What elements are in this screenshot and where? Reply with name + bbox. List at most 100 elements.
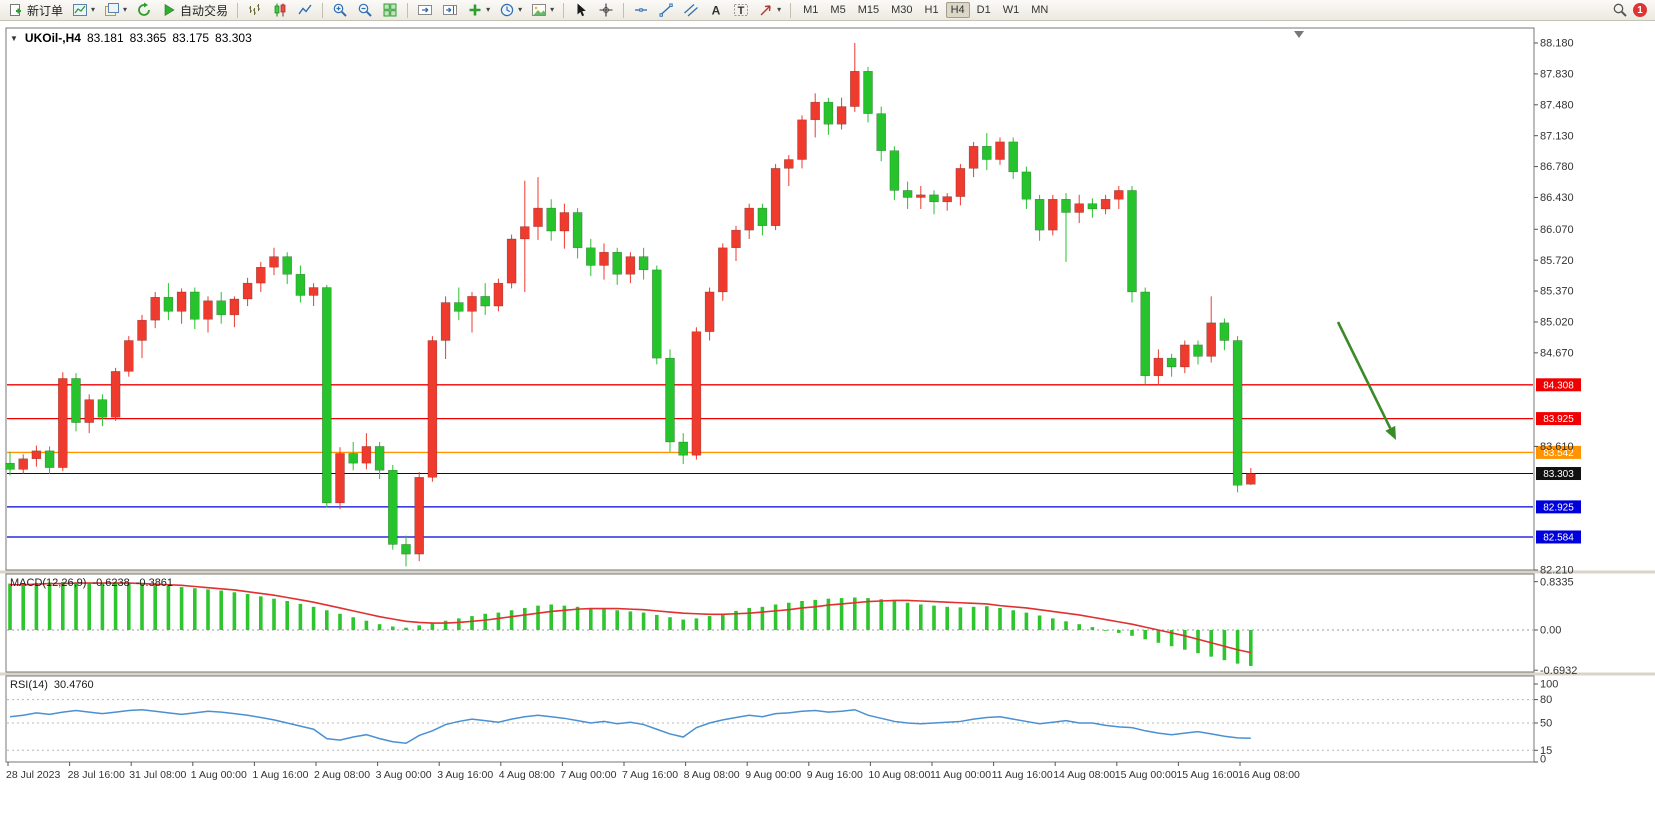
- timeframe-W1[interactable]: W1: [1002, 4, 1020, 16]
- candle-body: [1034, 198, 1045, 231]
- line-chart-button[interactable]: [293, 1, 317, 20]
- time-axis-label: 7 Aug 16:00: [622, 769, 678, 781]
- timeframe-H4[interactable]: H4: [945, 2, 970, 18]
- timeframe-D1[interactable]: D1: [976, 4, 991, 16]
- templates-button[interactable]: ▾: [527, 1, 558, 20]
- time-axis-label: 3 Aug 16:00: [437, 769, 493, 781]
- candle-body: [242, 282, 253, 300]
- bars-chart-button[interactable]: [243, 1, 267, 20]
- price-axis-label: 85.020: [1540, 317, 1574, 329]
- macd-histogram-bar: [747, 607, 751, 630]
- candle-body: [84, 399, 94, 423]
- macd-histogram-bar: [245, 594, 250, 630]
- horizontal-line-tool-button[interactable]: [629, 1, 653, 20]
- candle-body: [1193, 344, 1203, 357]
- time-axis-label: 16 Aug 08:00: [1238, 769, 1300, 781]
- macd-histogram-bar: [377, 624, 382, 630]
- candle-body: [110, 371, 121, 418]
- candles-chart-button[interactable]: [268, 1, 292, 20]
- candle-body: [586, 247, 596, 266]
- text-tool-button[interactable]: A: [704, 1, 728, 20]
- profiles-button[interactable]: ▾: [100, 1, 131, 20]
- cursor-tool-button[interactable]: [569, 1, 593, 20]
- zoom-out-button[interactable]: [353, 1, 377, 20]
- candle-body: [1074, 203, 1084, 213]
- timeframe-M30[interactable]: M30: [891, 4, 913, 16]
- toolbar-separator: [623, 2, 625, 18]
- rsi-axis-label: 15: [1540, 745, 1552, 757]
- crosshair-tool-button[interactable]: [594, 1, 618, 20]
- auto-scroll-button[interactable]: [413, 1, 437, 20]
- macd-histogram-bar: [1037, 615, 1042, 630]
- chart-shift-icon: [443, 5, 458, 15]
- zoom-in-button[interactable]: [328, 1, 352, 20]
- macd-histogram-bar: [1156, 630, 1161, 643]
- macd-histogram-bar: [179, 587, 184, 630]
- equidistant-channel-tool-button[interactable]: [679, 1, 703, 20]
- tile-windows-button[interactable]: [378, 1, 402, 20]
- add-indicator-icon: [469, 4, 481, 16]
- candle-body: [691, 331, 702, 456]
- macd-axis-label: 0.8335: [1540, 576, 1574, 588]
- chart-shift-button[interactable]: [438, 1, 462, 20]
- timeframe-M1[interactable]: M1: [803, 4, 819, 16]
- macd-histogram-bar: [773, 604, 778, 630]
- timeframe-M15[interactable]: M15: [857, 4, 880, 16]
- macd-histogram-bar: [1077, 624, 1081, 630]
- price-axis-label: 84.670: [1540, 347, 1574, 359]
- candle-body: [163, 296, 174, 312]
- candle-body: [968, 146, 979, 169]
- trend-arrow-annotation[interactable]: [1336, 321, 1392, 429]
- macd-histogram-bar: [457, 618, 461, 630]
- macd-histogram-bar: [998, 607, 1002, 630]
- macd-histogram-bar: [641, 612, 646, 630]
- macd-histogram-bar: [443, 620, 448, 630]
- refresh-button[interactable]: [132, 1, 156, 20]
- new-order-button[interactable]: 新订单: [4, 1, 67, 20]
- new-chart-button[interactable]: ▾: [68, 1, 99, 20]
- label-tool-button[interactable]: T: [729, 1, 753, 20]
- chart-collapse-icon[interactable]: ▼: [10, 33, 18, 43]
- timeframes-button[interactable]: ▾: [495, 1, 526, 20]
- price-axis-label: 87.480: [1540, 99, 1574, 111]
- timeframe-MN[interactable]: MN: [1031, 4, 1049, 16]
- candle-body: [295, 274, 306, 296]
- notification-badge[interactable]: 1: [1633, 3, 1647, 17]
- rsi-name: RSI(14): [10, 679, 48, 691]
- chevron-down-icon: ▾: [486, 5, 491, 14]
- search-icon: [1613, 3, 1627, 17]
- macd-histogram-bar: [892, 601, 897, 630]
- macd-histogram-bar: [87, 583, 91, 630]
- candle-body: [718, 247, 728, 293]
- search-button[interactable]: [1608, 1, 1632, 20]
- candle-body: [5, 462, 15, 470]
- indicators-button[interactable]: ▾: [463, 1, 494, 20]
- macd-histogram-bar: [113, 581, 118, 630]
- candle-body: [1232, 340, 1243, 486]
- candle-body: [1114, 190, 1124, 200]
- candle-body: [770, 168, 781, 226]
- arrows-tool-button[interactable]: ▾: [754, 1, 785, 20]
- candle-body: [176, 291, 187, 312]
- timeframe-H1[interactable]: H1: [924, 4, 939, 16]
- candle-body: [889, 150, 900, 191]
- candle-body: [995, 141, 1005, 160]
- new-order-icon: [10, 4, 21, 16]
- trendline-tool-button[interactable]: [654, 1, 678, 20]
- candle-body: [546, 207, 556, 232]
- candle-body: [757, 207, 768, 226]
- panel-separator[interactable]: [0, 672, 1655, 676]
- price-tag: [1536, 412, 1581, 426]
- candle-body: [322, 287, 332, 504]
- macd-histogram-bar: [1169, 630, 1174, 647]
- macd-histogram-bar: [536, 605, 540, 630]
- algo-trading-button[interactable]: 自动交易: [157, 1, 232, 20]
- timeframe-M5[interactable]: M5: [830, 4, 846, 16]
- candle-body: [348, 453, 358, 464]
- macd-histogram-bar: [193, 588, 197, 630]
- panel-separator[interactable]: [0, 570, 1655, 574]
- candle-body: [1127, 190, 1137, 293]
- time-axis-label: 1 Aug 16:00: [252, 769, 308, 781]
